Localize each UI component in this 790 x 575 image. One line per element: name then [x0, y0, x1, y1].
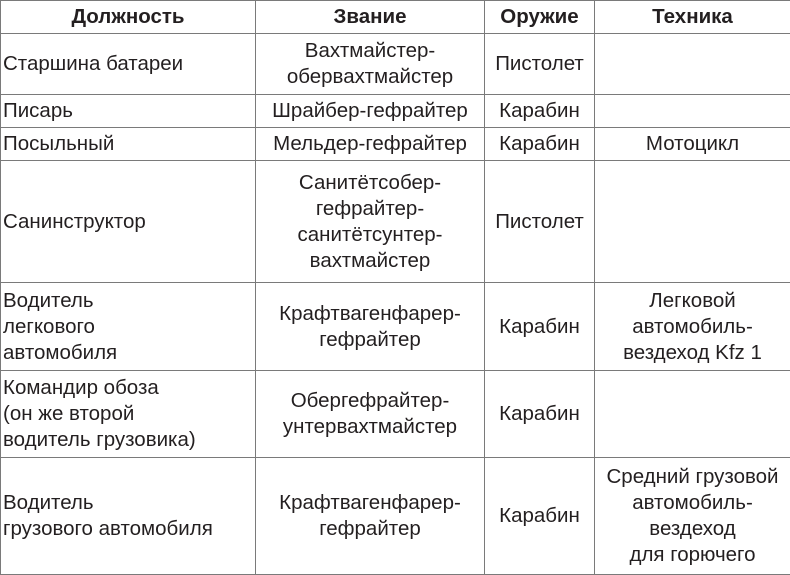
cell-rank: Шрайбер-гефрайтер — [255, 94, 485, 128]
header-rank: Звание — [255, 0, 485, 34]
cell-rank: Крафтвагенфарер- гефрайтер — [255, 457, 485, 575]
cell-weapon: Карабин — [484, 370, 595, 458]
cell-position: Командир обоза (он же второй водитель гр… — [0, 370, 256, 458]
cell-vehicle — [594, 370, 790, 458]
header-position: Должность — [0, 0, 256, 34]
cell-rank: Санитётсобер- гефрайтер- санитётсунтер- … — [255, 160, 485, 283]
cell-weapon: Карабин — [484, 127, 595, 161]
header-row: Должность Звание Оружие Техника — [0, 0, 790, 34]
cell-vehicle — [594, 160, 790, 283]
cell-vehicle: Легковой автомобиль- вездеход Kfz 1 — [594, 282, 790, 371]
cell-vehicle: Средний грузовой автомобиль- вездеход дл… — [594, 457, 790, 575]
cell-vehicle — [594, 94, 790, 128]
table-row: Водитель грузового автомобиля Крафтвагенф… — [0, 457, 790, 575]
cell-rank: Мельдер-гефрайтер — [255, 127, 485, 161]
cell-position: Санинструктор — [0, 160, 256, 283]
cell-rank: Обергефрайтер- унтервахтмайстер — [255, 370, 485, 458]
table-row: Водитель легкового автомобиля Крафтвагенф… — [0, 282, 790, 371]
cell-weapon: Пистолет — [484, 33, 595, 95]
cell-vehicle: Мотоцикл — [594, 127, 790, 161]
cell-weapon: Карабин — [484, 457, 595, 575]
table-row: Писарь Шрайбер-гефрайтер Карабин — [0, 94, 790, 128]
cell-position: Водитель легкового автомобиля — [0, 282, 256, 371]
table-row: Старшина батареи Вахтмайстер- обервахтмай… — [0, 33, 790, 95]
cell-position: Посыльный — [0, 127, 256, 161]
table-row: Командир обоза (он же второй водитель гр… — [0, 370, 790, 458]
cell-weapon: Пистолет — [484, 160, 595, 283]
cell-position: Старшина батареи — [0, 33, 256, 95]
cell-vehicle — [594, 33, 790, 95]
cell-weapon: Карабин — [484, 282, 595, 371]
cell-weapon: Карабин — [484, 94, 595, 128]
table-row: Санинструктор Санитётсобер- гефрайтер- са… — [0, 160, 790, 283]
cell-position: Писарь — [0, 94, 256, 128]
cell-rank: Крафтвагенфарер- гефрайтер — [255, 282, 485, 371]
cell-rank: Вахтмайстер- обервахтмайстер — [255, 33, 485, 95]
cell-position: Водитель грузового автомобиля — [0, 457, 256, 575]
header-weapon: Оружие — [484, 0, 595, 34]
header-vehicle: Техника — [594, 0, 790, 34]
table-row: Посыльный Мельдер-гефрайтер Карабин Мотоцик… — [0, 127, 790, 161]
